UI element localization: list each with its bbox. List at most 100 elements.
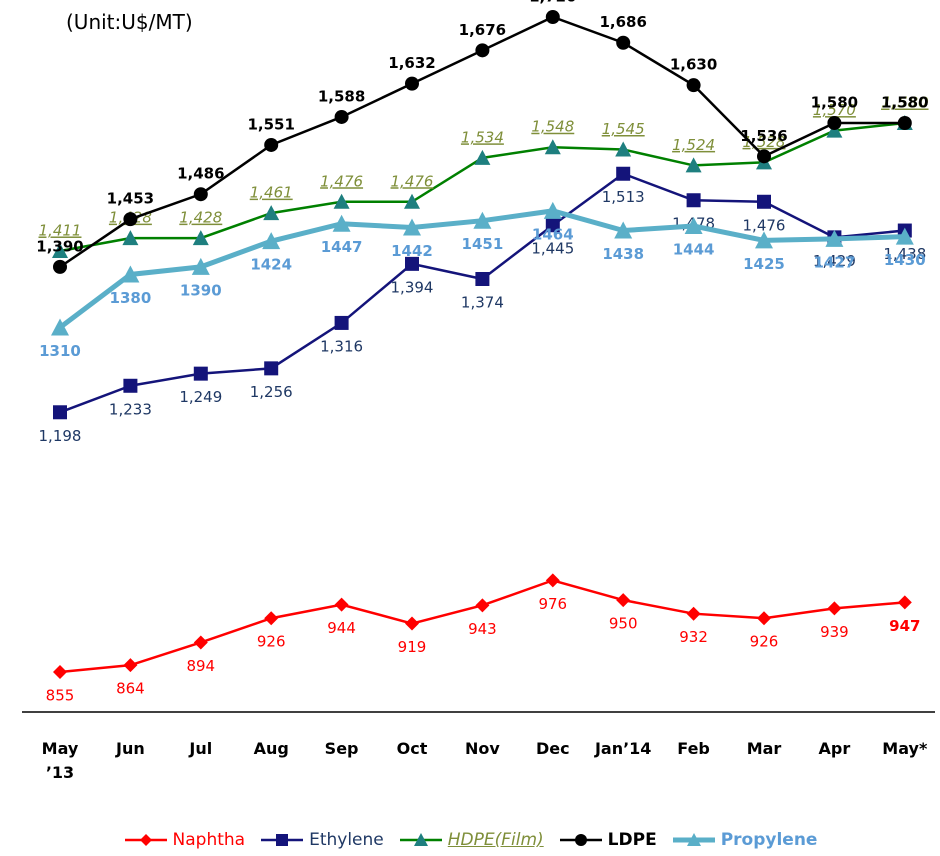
legend-label: HDPE(Film) (447, 830, 544, 850)
data-label: 947 (889, 617, 920, 635)
legend-label: Propylene (720, 830, 818, 850)
marker (51, 318, 69, 336)
marker (543, 201, 562, 219)
data-label: 1,570 (813, 101, 856, 119)
series: 1,4111,4281,4281,4611,4761,4761,5341,548… (39, 94, 929, 258)
data-label: 976 (538, 595, 567, 613)
marker (53, 259, 67, 274)
legend-item: HDPE(Film) (398, 830, 544, 850)
marker (475, 272, 490, 286)
data-label: 1,429 (813, 252, 856, 270)
data-label: 926 (750, 633, 779, 651)
marker (574, 834, 587, 846)
x-tick-label: Nov (464, 739, 500, 758)
data-label: 1,513 (602, 188, 645, 206)
legend-swatch (559, 834, 602, 846)
x-tick-label: Sep (324, 739, 359, 758)
marker (53, 665, 67, 679)
marker (475, 43, 490, 58)
data-label: 1430 (884, 251, 926, 269)
data-label: 1,534 (461, 128, 504, 146)
marker (686, 606, 701, 621)
marker (616, 35, 631, 50)
data-label: 1380 (110, 289, 152, 307)
data-label: 919 (398, 638, 427, 656)
marker (264, 611, 279, 626)
data-label: 1424 (250, 256, 292, 274)
marker (545, 10, 560, 24)
x-tick-label: Apr (818, 739, 851, 758)
legend-label: Naphtha (172, 830, 246, 850)
data-label: 1425 (743, 255, 785, 273)
data-label: 1,461 (250, 184, 293, 202)
marker (139, 834, 152, 846)
data-label: 1,580 (811, 94, 858, 112)
marker (826, 122, 843, 138)
marker (685, 157, 702, 173)
legend-label: Ethylene (309, 830, 384, 850)
data-label: 1,580 (881, 94, 928, 112)
data-label: 1,632 (388, 54, 435, 72)
data-label: 1,630 (670, 56, 717, 74)
data-label: 1444 (673, 240, 715, 258)
marker (193, 635, 208, 650)
marker (755, 231, 773, 249)
data-label: 1464 (532, 225, 574, 243)
data-label: 1438 (602, 245, 644, 263)
data-label: 1,438 (883, 245, 926, 263)
data-label: 1,588 (318, 87, 365, 105)
marker (827, 601, 842, 616)
data-label: 894 (186, 657, 215, 675)
marker (545, 573, 560, 588)
data-label: 932 (679, 628, 708, 646)
legend: Naphtha Ethylene HDPE(Film) LDPE Propylene (0, 830, 940, 850)
data-label: 1,374 (461, 294, 504, 312)
data-label: 1,390 (36, 237, 83, 255)
legend-label: LDPE (607, 830, 657, 850)
legend-swatch (672, 833, 715, 846)
marker (616, 593, 631, 608)
legend-swatch (124, 834, 167, 846)
x-tick-label: May* (882, 739, 928, 758)
data-label: 1,428 (179, 209, 222, 227)
data-label: 1,486 (177, 165, 224, 183)
marker (123, 378, 138, 393)
marker (264, 361, 279, 376)
x-tick-label: Jun (116, 739, 145, 758)
marker (615, 141, 632, 157)
marker (684, 216, 703, 234)
marker (545, 218, 560, 233)
marker (262, 232, 281, 250)
marker (191, 257, 210, 275)
data-label: 1,545 (602, 120, 645, 138)
data-label: 1,445 (531, 240, 574, 258)
marker (264, 137, 279, 152)
legend-swatch (261, 834, 304, 846)
series: 855 864 894 926 944 919 943 976 950 932 926 939 947 (46, 573, 920, 705)
x-tick-label: Feb (677, 739, 710, 758)
data-label: 926 (257, 633, 286, 651)
marker (686, 193, 701, 208)
marker (897, 595, 912, 610)
marker (405, 256, 419, 271)
data-label: 1427 (814, 253, 856, 271)
legend-item: Propylene (671, 830, 818, 850)
marker (192, 230, 209, 246)
marker (123, 658, 138, 673)
marker (473, 211, 492, 229)
data-label: 1,411 (39, 221, 82, 239)
data-label: 1,233 (109, 400, 152, 418)
x-tick-label: Oct (396, 739, 428, 758)
data-label: 1,394 (391, 278, 434, 296)
data-label: 1,720 (529, 0, 576, 6)
data-label: 1,551 (247, 115, 294, 133)
marker (757, 611, 771, 626)
x-tick-label: Mar (746, 739, 782, 758)
data-label: 1,476 (743, 216, 786, 234)
marker (52, 242, 68, 258)
data-label: 1,256 (250, 383, 293, 401)
marker (193, 366, 208, 381)
series: 1310 1380 1390 1424 1447 1442 1451 1464 1438 1444… (39, 201, 926, 360)
marker (757, 149, 771, 164)
